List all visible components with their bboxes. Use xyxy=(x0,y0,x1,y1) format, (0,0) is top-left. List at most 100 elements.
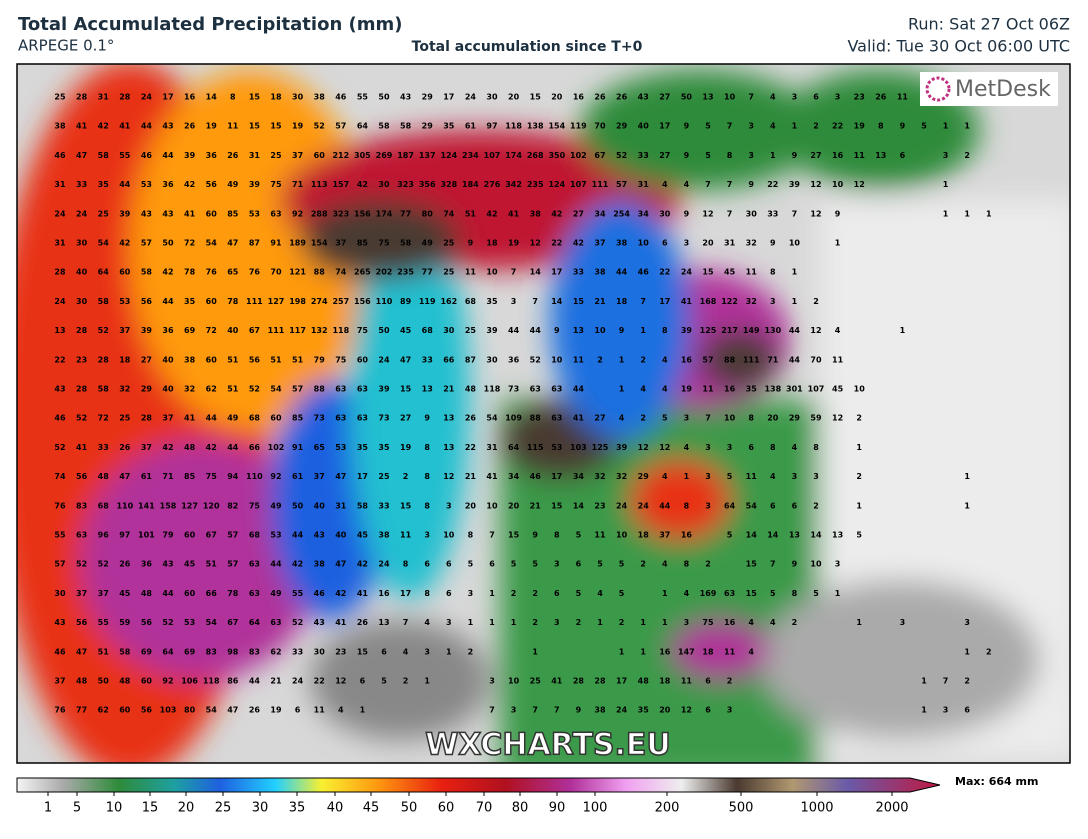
grid-value: 87 xyxy=(249,239,260,248)
grid-value: 8 xyxy=(770,268,776,277)
grid-value: 76 xyxy=(249,268,261,277)
grid-value: 5 xyxy=(662,414,668,423)
grid-value: 10 xyxy=(443,531,455,540)
grid-value: 57 xyxy=(702,355,713,364)
grid-value: 45 xyxy=(724,268,736,277)
grid-value: 32 xyxy=(616,472,627,481)
grid-value: 48 xyxy=(98,472,110,481)
grid-value: 12 xyxy=(530,239,541,248)
grid-value: 5 xyxy=(381,677,387,686)
grid-value: 1 xyxy=(986,209,992,218)
grid-value: 64 xyxy=(508,443,520,452)
grid-value: 20 xyxy=(508,93,520,102)
grid-value: 70 xyxy=(270,268,282,277)
grid-value: 107 xyxy=(484,151,501,160)
grid-value: 4 xyxy=(662,560,668,569)
grid-value: 40 xyxy=(162,385,174,394)
grid-value: 15 xyxy=(551,501,563,510)
grid-value: 32 xyxy=(746,297,757,306)
grid-value: 117 xyxy=(289,326,306,335)
grid-value: 28 xyxy=(573,677,585,686)
grid-value: 8 xyxy=(424,501,430,510)
grid-value: 46 xyxy=(335,93,347,102)
grid-value: 44 xyxy=(162,297,174,306)
grid-value: 52 xyxy=(292,618,303,627)
grid-value: 88 xyxy=(314,268,326,277)
grid-value: 24 xyxy=(681,268,693,277)
grid-value: 45 xyxy=(119,589,131,598)
grid-value: 48 xyxy=(465,385,477,394)
grid-value: 11 xyxy=(400,531,412,540)
grid-value: 45 xyxy=(832,385,844,394)
grid-value: 23 xyxy=(594,501,605,510)
grid-value: 32 xyxy=(119,385,130,394)
colorbar-label: 25 xyxy=(215,801,232,816)
grid-value: 26 xyxy=(119,443,131,452)
grid-value: 1 xyxy=(770,151,776,160)
grid-value: 12 xyxy=(702,209,713,218)
grid-value: 42 xyxy=(357,560,368,569)
grid-value: 66 xyxy=(443,355,455,364)
grid-value: 35 xyxy=(638,706,650,715)
grid-value: 47 xyxy=(227,239,238,248)
grid-value: 1 xyxy=(468,618,474,627)
grid-value: 29 xyxy=(141,385,153,394)
grid-value: 11 xyxy=(465,268,477,277)
grid-value: 71 xyxy=(162,472,174,481)
grid-value: 39 xyxy=(681,326,693,335)
grid-value: 60 xyxy=(314,151,326,160)
grid-value: 25 xyxy=(98,209,110,218)
grid-value: 3 xyxy=(489,677,495,686)
grid-value: 113 xyxy=(311,180,328,189)
grid-value: 85 xyxy=(292,414,304,423)
grid-value: 1 xyxy=(640,618,646,627)
grid-value: 26 xyxy=(465,414,477,423)
grid-value: 57 xyxy=(141,239,152,248)
grid-value: 76 xyxy=(206,268,218,277)
grid-value: 86 xyxy=(227,677,239,686)
grid-value: 323 xyxy=(332,209,349,218)
grid-value: 2 xyxy=(813,122,819,131)
grid-value: 13 xyxy=(832,531,843,540)
grid-value: 118 xyxy=(484,385,501,394)
grid-value: 1 xyxy=(360,706,366,715)
grid-value: 41 xyxy=(76,122,88,131)
grid-value: 11 xyxy=(724,647,736,656)
grid-value: 37 xyxy=(119,326,130,335)
grid-value: 33 xyxy=(378,501,389,510)
grid-value: 37 xyxy=(594,239,605,248)
grid-value: 58 xyxy=(400,239,412,248)
grid-value: 4 xyxy=(684,443,690,452)
grid-value: 8 xyxy=(748,414,754,423)
grid-value: 1 xyxy=(511,618,517,627)
grid-value: 1 xyxy=(619,647,625,656)
grid-value: 63 xyxy=(270,209,281,218)
grid-value: 50 xyxy=(681,93,693,102)
grid-value: 73 xyxy=(314,414,325,423)
grid-value: 14 xyxy=(573,501,585,510)
grid-value: 37 xyxy=(76,589,87,598)
grid-value: 9 xyxy=(792,151,798,160)
grid-value: 22 xyxy=(551,239,562,248)
grid-value: 46 xyxy=(530,472,542,481)
grid-value: 13 xyxy=(443,414,454,423)
grid-value: 125 xyxy=(700,326,717,335)
grid-value: 18 xyxy=(486,239,498,248)
grid-value: 24 xyxy=(616,501,628,510)
grid-value: 10 xyxy=(486,501,498,510)
grid-value: 60 xyxy=(206,209,218,218)
grid-value: 23 xyxy=(854,93,865,102)
grid-value: 58 xyxy=(98,151,110,160)
grid-value: 48 xyxy=(76,677,88,686)
grid-value: 127 xyxy=(181,501,198,510)
grid-value: 9 xyxy=(684,122,690,131)
grid-value: 44 xyxy=(789,326,801,335)
grid-value: 17 xyxy=(616,677,627,686)
grid-value: 16 xyxy=(681,355,693,364)
grid-value: 11 xyxy=(702,385,714,394)
grid-value: 45 xyxy=(357,531,369,540)
grid-value: 154 xyxy=(311,239,328,248)
grid-value: 119 xyxy=(570,122,587,131)
colorbar-label: 15 xyxy=(142,801,159,816)
grid-value: 1 xyxy=(943,180,949,189)
